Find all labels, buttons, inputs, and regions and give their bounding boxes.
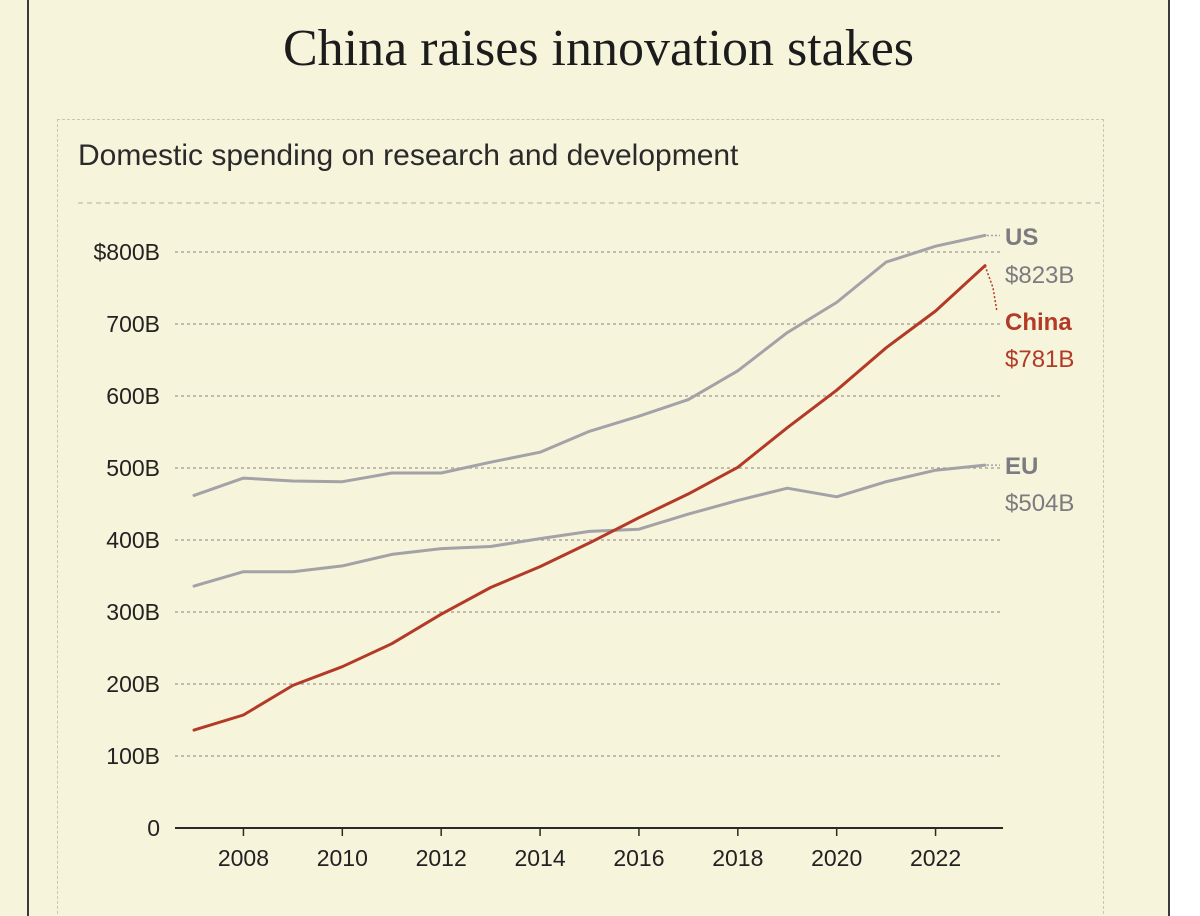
x-tick-label: 2008 [218,845,269,871]
y-tick-label: 300B [106,599,160,625]
series-value-eu: $504B [1005,490,1074,517]
x-tick-label: 2020 [811,845,862,871]
y-tick-label: 100B [106,743,160,769]
x-tick-label: 2016 [613,845,664,871]
series-lines [192,233,987,732]
page-title: China raises innovation stakes [282,20,915,77]
page-margin [1170,0,1200,916]
chart-card [57,119,1104,916]
frame-border-right [1168,0,1170,916]
y-tick-label: $800B [93,239,160,265]
y-tick-label: 700B [106,311,160,337]
y-tick-label: 0 [147,815,160,841]
frame-border-left [27,0,29,916]
series-value-us: $823B [1005,262,1074,289]
series-labels: US $823B China $781B EU $504B [984,224,1074,517]
series-value-china: $781B [1005,346,1074,373]
axes: 0 100B 200B 300B 400B 500B 600B 700B $800B 2008 20… [93,239,1003,871]
series-line-us [192,233,987,497]
chart-title: Domestic spending on research and develo… [78,139,739,172]
series-label-eu: EU [1005,453,1038,480]
x-tick-label: 2012 [416,845,467,871]
gridlines [78,202,1104,757]
x-tick-label: 2014 [514,845,565,871]
leader-line-china [984,265,998,313]
series-line-eu [192,463,987,588]
y-tick-label: 400B [106,527,160,553]
x-tick-label: 2010 [317,845,368,871]
y-tick-label: 200B [106,671,160,697]
y-tick-label: 500B [106,455,160,481]
y-tick-label: 600B [106,383,160,409]
series-label-us: US [1005,224,1038,251]
x-tick-label: 2022 [910,845,961,871]
series-line-china [192,264,987,732]
x-tick-label: 2018 [712,845,763,871]
series-label-china: China [1005,309,1072,336]
